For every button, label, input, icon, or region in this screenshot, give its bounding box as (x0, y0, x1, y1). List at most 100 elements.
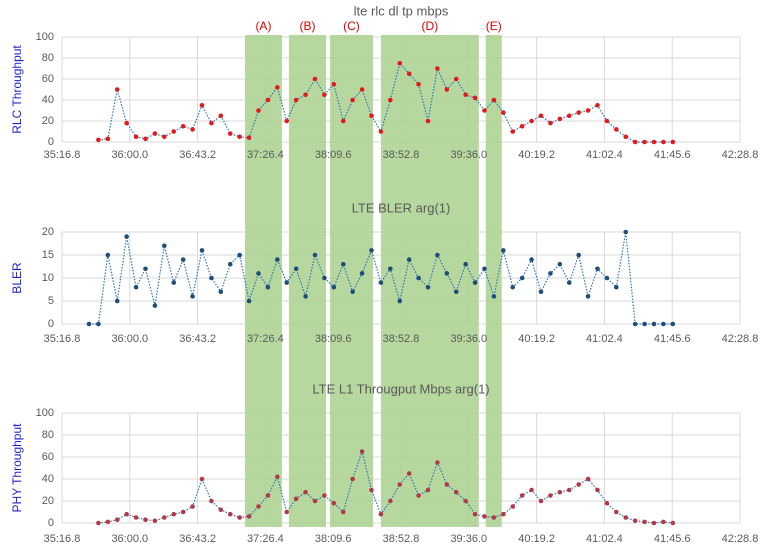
series-line (88, 231, 673, 325)
x-tick-label: 36:43.2 (179, 333, 216, 345)
data-point (369, 248, 374, 253)
chart-title: lte rlc dl tp mbps (354, 3, 449, 18)
data-point (369, 113, 374, 119)
data-point (369, 487, 374, 493)
data-point (246, 135, 252, 141)
data-point (435, 460, 440, 465)
data-point (303, 92, 308, 98)
data-point (96, 520, 101, 526)
y-tick-label: 10 (42, 272, 54, 284)
data-point (143, 136, 148, 142)
y-tick-label: 80 (42, 52, 54, 64)
data-point (397, 482, 403, 487)
x-tick-label: 41:45.6 (654, 533, 691, 545)
data-point (275, 257, 280, 262)
data-point (670, 321, 676, 327)
data-point (642, 139, 647, 145)
data-point (105, 252, 111, 258)
data-point (510, 284, 516, 290)
data-point (143, 517, 148, 522)
data-point (359, 271, 365, 276)
data-point (576, 482, 581, 487)
y-axis-label: BLER (10, 262, 24, 294)
data-point (585, 108, 591, 113)
data-point (359, 87, 365, 92)
data-point (416, 493, 421, 498)
region-label: (A) (255, 19, 271, 33)
data-point (124, 120, 129, 126)
data-point (171, 129, 177, 134)
data-point (190, 127, 195, 132)
data-point (124, 511, 129, 517)
data-point (472, 511, 478, 517)
data-point (482, 108, 487, 113)
data-point (275, 474, 280, 480)
data-point (388, 266, 393, 272)
y-tick-label: 100 (36, 31, 54, 43)
data-point (265, 493, 271, 498)
data-point (209, 275, 214, 281)
y-tick-label: 15 (42, 249, 54, 261)
data-point (350, 289, 355, 295)
data-point (133, 134, 139, 140)
data-point (359, 449, 365, 454)
data-point (651, 139, 657, 145)
data-point (284, 118, 290, 124)
data-point (322, 92, 327, 98)
y-tick-label: 60 (42, 451, 54, 463)
data-point (284, 509, 290, 515)
x-tick-label: 39:36.0 (450, 333, 487, 345)
data-point (406, 257, 412, 262)
data-point (199, 476, 205, 482)
data-point (661, 519, 666, 525)
data-point (614, 509, 619, 515)
data-point (340, 261, 346, 267)
data-point (548, 271, 553, 276)
y-axis-label: PHY Throughput (10, 423, 24, 513)
data-point (143, 266, 148, 272)
data-point (152, 303, 158, 308)
data-point (425, 118, 431, 124)
data-point (519, 275, 525, 281)
data-point (237, 252, 242, 258)
data-point (218, 507, 224, 513)
data-point (199, 102, 205, 108)
shaded-region (244, 35, 282, 527)
data-point (604, 118, 610, 124)
data-point (180, 123, 186, 129)
data-point (227, 261, 233, 267)
data-point (538, 289, 544, 295)
data-point (501, 110, 506, 115)
x-tick-label: 41:02.4 (586, 533, 623, 545)
x-tick-label: 36:43.2 (179, 533, 216, 545)
data-point (557, 116, 563, 122)
x-tick-label: 37:26.4 (247, 149, 284, 161)
data-point (227, 511, 233, 517)
y-tick-label: 20 (42, 495, 54, 507)
data-point (350, 476, 355, 482)
data-point (133, 515, 139, 520)
x-tick-label: 39:36.0 (450, 149, 487, 161)
data-point (209, 498, 214, 504)
data-point (538, 498, 544, 504)
data-point (284, 280, 290, 285)
x-tick-label: 41:02.4 (586, 149, 623, 161)
region-label: (B) (299, 19, 315, 33)
shaded-region (485, 35, 502, 527)
data-point (265, 97, 271, 103)
data-point (114, 87, 120, 92)
data-point (312, 498, 318, 504)
data-point (529, 487, 534, 493)
data-point (651, 520, 657, 526)
x-tick-label: 37:26.4 (247, 333, 284, 345)
y-tick-label: 20 (42, 226, 54, 238)
data-point (218, 289, 224, 295)
data-point (256, 271, 261, 276)
data-point (406, 471, 412, 476)
data-point (585, 476, 591, 482)
data-point (529, 118, 534, 124)
y-tick-label: 100 (36, 407, 54, 419)
x-tick-label: 41:02.4 (586, 333, 623, 345)
data-point (444, 482, 450, 487)
y-tick-label: 0 (48, 517, 54, 529)
